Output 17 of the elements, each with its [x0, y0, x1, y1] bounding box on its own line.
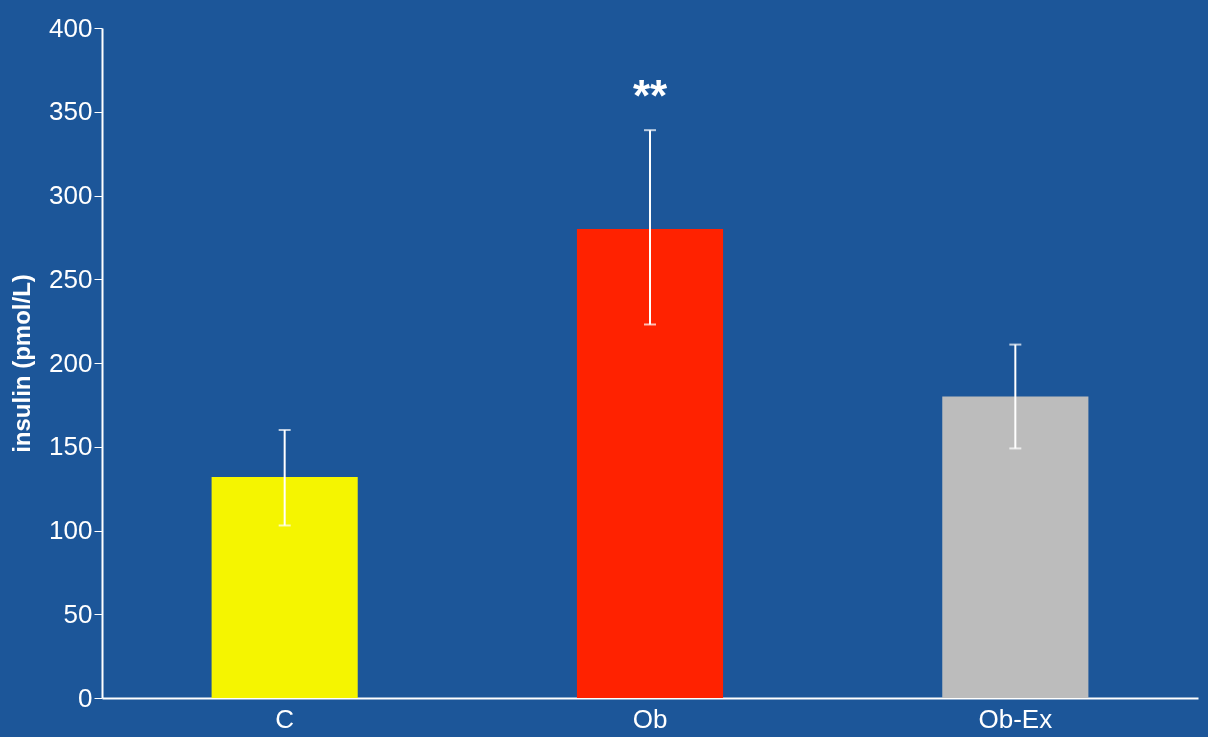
x-tick-label: C [275, 703, 295, 734]
bar [576, 229, 724, 698]
x-tick-label: Ob [632, 703, 668, 734]
y-tick-label: 300 [49, 180, 93, 210]
y-tick-label: 0 [78, 682, 93, 713]
y-tick-label: 200 [49, 347, 93, 378]
y-tick-label: 50 [63, 598, 93, 629]
annotation: ** [632, 71, 668, 121]
x-tick-label: Ob-Ex [978, 703, 1053, 734]
y-tick-label: 150 [49, 431, 93, 462]
bar [942, 396, 1089, 698]
y-tick-label: 400 [49, 12, 93, 43]
y-tick-label: 350 [49, 96, 93, 127]
bar [211, 476, 358, 698]
y-axis-title: insulin (pmol/L) [8, 274, 36, 453]
y-tick-label: 100 [49, 515, 93, 545]
y-tick-label: 250 [49, 263, 93, 294]
